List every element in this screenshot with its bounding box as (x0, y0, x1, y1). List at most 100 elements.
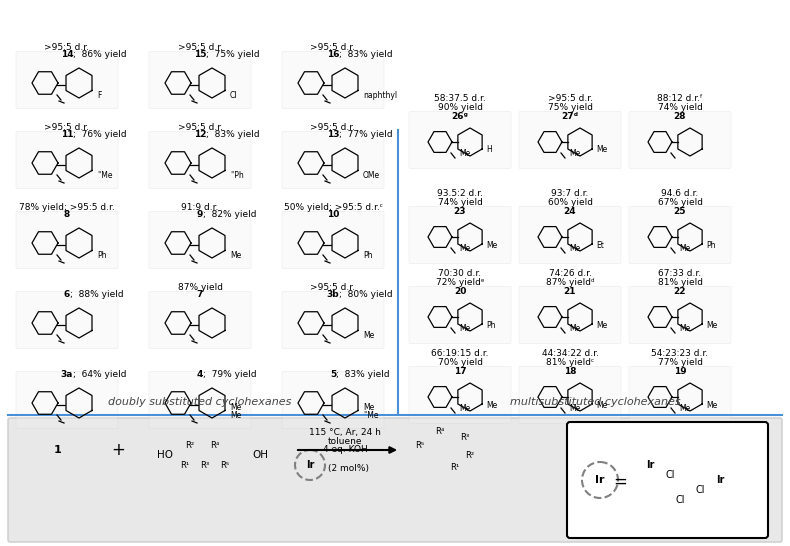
Text: 8: 8 (64, 210, 70, 219)
Text: 115 °C, Ar, 24 h: 115 °C, Ar, 24 h (309, 428, 381, 436)
Text: 14: 14 (61, 50, 73, 59)
Text: 66:19:15 d.r.: 66:19:15 d.r. (431, 349, 489, 358)
Text: ;  77% yield: ; 77% yield (340, 130, 393, 139)
Text: ;  86% yield: ; 86% yield (73, 50, 127, 59)
Text: R⁵: R⁵ (220, 460, 230, 470)
FancyBboxPatch shape (629, 287, 731, 343)
Text: 23: 23 (453, 207, 466, 216)
Text: ;  80% yield: ; 80% yield (340, 290, 393, 299)
FancyBboxPatch shape (149, 211, 251, 269)
Text: 94.6 d.r.: 94.6 d.r. (661, 189, 698, 198)
FancyBboxPatch shape (149, 51, 251, 109)
Text: 25: 25 (674, 207, 687, 216)
Text: 91:9 d.r.: 91:9 d.r. (182, 203, 219, 212)
Text: 18: 18 (564, 367, 576, 376)
Text: >95:5 d.r.: >95:5 d.r. (44, 43, 89, 52)
Text: 28: 28 (674, 112, 687, 121)
Text: 4 eq. KOH: 4 eq. KOH (322, 446, 367, 454)
Text: Me: Me (230, 402, 241, 412)
Text: Cl: Cl (230, 91, 238, 99)
Text: Me: Me (596, 401, 608, 410)
Text: ;  82% yield: ; 82% yield (203, 210, 257, 219)
Text: >95:5 d.r.: >95:5 d.r. (310, 123, 356, 132)
Text: multisubstituted cyclohexanes: multisubstituted cyclohexanes (510, 397, 680, 407)
Text: Me: Me (363, 330, 374, 340)
Text: 70:30 d.r.: 70:30 d.r. (438, 269, 482, 278)
Text: ;  83% yield: ; 83% yield (337, 370, 389, 379)
Text: Me: Me (363, 402, 374, 412)
Text: 78% yield; >95:5 d.r.: 78% yield; >95:5 d.r. (19, 203, 115, 212)
Text: 88:12 d.r.ᶠ: 88:12 d.r.ᶠ (657, 94, 703, 103)
Text: Me: Me (706, 401, 717, 410)
FancyBboxPatch shape (282, 132, 384, 188)
Text: doubly substituted cyclohexanes: doubly substituted cyclohexanes (108, 397, 292, 407)
Text: naphthyl: naphthyl (363, 91, 397, 99)
Text: >95:5 d.r.: >95:5 d.r. (178, 43, 223, 52)
Text: Me: Me (570, 149, 581, 158)
Text: toluene: toluene (328, 436, 363, 446)
FancyBboxPatch shape (16, 51, 118, 109)
Text: Ir: Ir (645, 460, 654, 470)
Text: 74% yield: 74% yield (657, 103, 702, 112)
Text: 54:23:23 d.r.: 54:23:23 d.r. (652, 349, 709, 358)
FancyBboxPatch shape (519, 366, 621, 424)
Text: Me: Me (570, 404, 581, 413)
Text: H: H (486, 145, 491, 155)
FancyBboxPatch shape (16, 211, 118, 269)
Text: 9: 9 (197, 210, 203, 219)
Text: Me: Me (230, 411, 241, 419)
Text: Et: Et (596, 240, 604, 250)
Text: ;  88% yield: ; 88% yield (70, 290, 124, 299)
Text: R¹: R¹ (180, 460, 190, 470)
Text: 93:7 d.r.: 93:7 d.r. (551, 189, 589, 198)
Text: Me: Me (706, 321, 717, 329)
FancyBboxPatch shape (282, 371, 384, 429)
Text: >95:5 d.r.: >95:5 d.r. (178, 123, 223, 132)
Text: 5: 5 (330, 370, 336, 379)
Text: ;  83% yield: ; 83% yield (206, 130, 260, 139)
Text: Me: Me (679, 244, 690, 253)
FancyBboxPatch shape (409, 111, 511, 169)
Text: Ph: Ph (706, 240, 716, 250)
Text: 81% yield: 81% yield (657, 278, 702, 287)
Text: 6: 6 (64, 290, 70, 299)
Text: Me: Me (459, 324, 471, 333)
FancyBboxPatch shape (149, 292, 251, 348)
Text: 20: 20 (453, 287, 466, 296)
Text: 24: 24 (564, 207, 577, 216)
Text: 27ᵈ: 27ᵈ (562, 112, 578, 121)
Text: 67% yield: 67% yield (657, 198, 702, 207)
Text: 74% yield: 74% yield (438, 198, 483, 207)
Text: 7: 7 (197, 290, 203, 299)
Text: 1: 1 (55, 445, 62, 455)
Text: 58:37.5 d.r.: 58:37.5 d.r. (435, 94, 486, 103)
Text: ;  83% yield: ; 83% yield (340, 50, 393, 59)
Text: F: F (97, 91, 101, 99)
Text: 44:34:22 d.r.: 44:34:22 d.r. (542, 349, 599, 358)
Text: 12: 12 (194, 130, 206, 139)
Text: OH: OH (252, 450, 268, 460)
FancyBboxPatch shape (16, 132, 118, 188)
Text: R²: R² (465, 450, 475, 460)
Text: 87% yield: 87% yield (178, 283, 223, 292)
Text: ;  64% yield: ; 64% yield (73, 370, 127, 379)
Text: Me: Me (596, 321, 608, 329)
Text: >95:5 d.r.: >95:5 d.r. (547, 94, 592, 103)
Text: ;  75% yield: ; 75% yield (206, 50, 260, 59)
Text: 75% yield: 75% yield (547, 103, 592, 112)
FancyBboxPatch shape (282, 211, 384, 269)
Text: R³: R³ (201, 460, 209, 470)
FancyBboxPatch shape (282, 51, 384, 109)
Text: 11: 11 (61, 130, 73, 139)
Text: Ph: Ph (486, 321, 495, 329)
Text: 26ᵍ: 26ᵍ (452, 112, 468, 121)
Text: R³: R³ (461, 432, 469, 442)
FancyBboxPatch shape (149, 132, 251, 188)
FancyBboxPatch shape (409, 206, 511, 264)
Text: R¹: R¹ (450, 464, 460, 472)
Text: >95:5 d.r.: >95:5 d.r. (44, 123, 89, 132)
Text: 81% yieldᶜ: 81% yieldᶜ (546, 358, 594, 367)
FancyBboxPatch shape (629, 366, 731, 424)
Text: 87% yieldᵈ: 87% yieldᵈ (546, 278, 594, 287)
Text: HO: HO (157, 450, 173, 460)
